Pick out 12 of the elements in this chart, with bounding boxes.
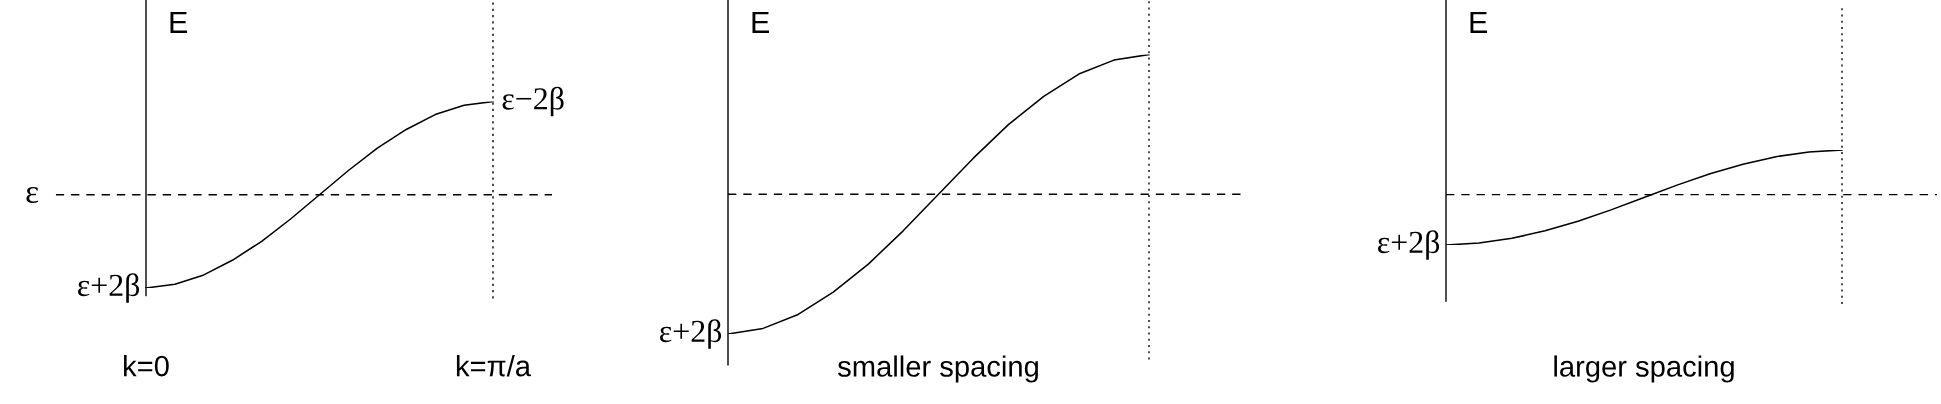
ref-line-label: ε	[26, 187, 39, 204]
annotation: ε+2β	[78, 273, 140, 303]
x-axis-title: smaller spacing	[838, 355, 1038, 383]
x-axis-title: larger spacing	[1554, 355, 1734, 383]
y-axis-title: E	[1470, 11, 1488, 33]
annotation: ε+2β	[1378, 230, 1440, 260]
x-tick-label: k=0	[124, 355, 169, 377]
y-axis-title: E	[170, 11, 188, 33]
annotation: ε−2β	[502, 86, 564, 117]
annotation: ε+2β	[660, 319, 722, 349]
y-axis-title: E	[752, 11, 770, 33]
x-tick-label: k=π/a	[456, 355, 532, 377]
